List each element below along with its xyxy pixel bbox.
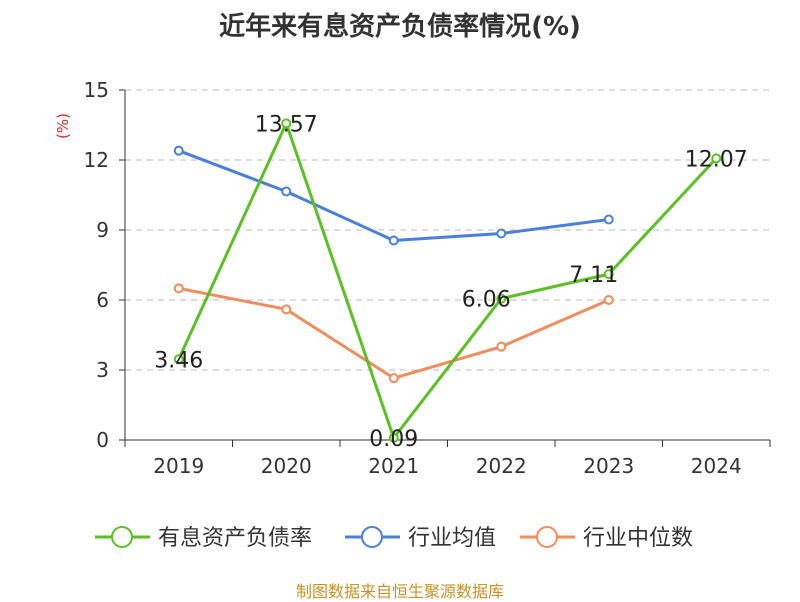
data-point [711,153,722,164]
x-tick-label: 2022 [476,454,527,478]
gridlines [125,89,770,371]
source-footer: 制图数据来自恒生聚源数据库 [295,582,504,601]
legend-label: 行业均值 [408,526,496,551]
legend-label: 行业中位数 [583,526,693,551]
data-label: 12.07 [685,147,748,172]
data-point [173,145,184,156]
legend: 有息资产负债率 行业均值 行业中位数 [95,526,693,551]
data-point [388,235,399,246]
series-group [173,118,722,443]
data-point [603,214,614,225]
data-labels: 3.46 13.57 0.09 6.06 7.11 12.07 [154,112,747,452]
legend-swatch-marker [111,526,133,548]
series-line-2 [178,286,610,380]
data-label: 0.09 [369,427,418,452]
data-point [281,186,292,197]
data-point [603,269,614,280]
data-point [496,341,507,352]
data-point [281,118,292,129]
y-tick-label: 12 [84,148,109,172]
data-point [496,293,507,304]
series-line-1 [178,149,609,242]
data-point [173,354,184,365]
x-tick-label: 2024 [691,454,742,478]
data-label: 3.46 [154,348,203,373]
data-point [388,373,399,384]
legend-label: 有息资产负债率 [158,526,312,551]
series-line-0 [177,121,718,440]
legend-swatch-marker [536,526,558,548]
data-point [281,304,292,315]
data-label: 6.06 [462,288,511,313]
data-point [496,228,507,239]
y-tick-label: 0 [96,428,109,452]
data-label: 7.11 [569,263,618,288]
data-point [173,283,184,294]
y-tick-label: 3 [96,358,109,382]
data-label: 13.57 [255,112,318,137]
x-tick-label: 2023 [583,454,634,478]
data-point [603,295,614,305]
data-point [388,432,399,443]
x-tick-label: 2020 [261,454,312,478]
y-tick-label: 15 [84,78,109,102]
legend-swatch-marker [361,526,383,548]
x-tick-label: 2019 [153,454,204,478]
y-tick-label: 6 [96,288,109,312]
axes: 0 3 6 9 12 15 2019 2020 2021 2022 2023 2024 [84,78,771,478]
y-axis-label: (%) [54,113,72,139]
y-tick-label: 9 [96,218,109,242]
x-tick-label: 2021 [368,454,419,478]
chart-title: 近年来有息资产负债率情况(%) [219,12,581,42]
